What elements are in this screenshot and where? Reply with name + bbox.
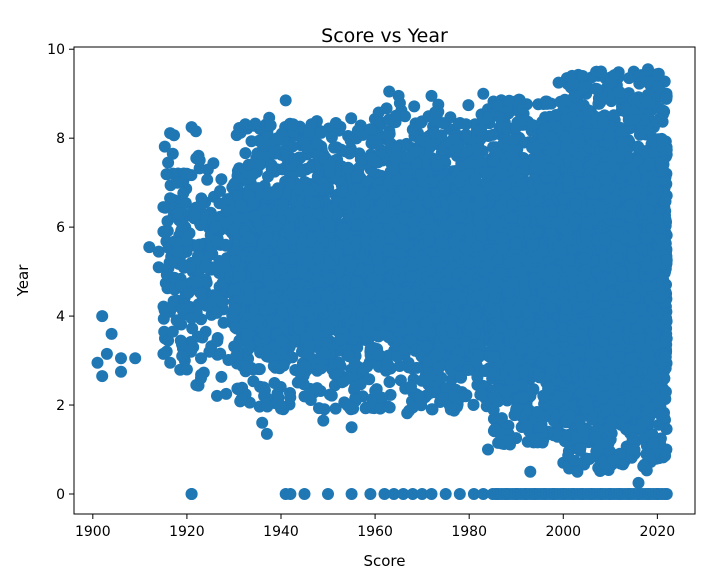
data-point (239, 147, 252, 160)
data-point (217, 316, 230, 329)
points-layer (91, 63, 673, 500)
data-point (448, 235, 461, 248)
data-point (232, 190, 244, 203)
data-point (215, 173, 228, 186)
data-point (214, 185, 227, 197)
data-point (219, 238, 232, 251)
data-point (211, 335, 224, 347)
data-point (194, 219, 207, 232)
data-point (164, 356, 177, 369)
data-point (353, 314, 366, 327)
data-point (229, 321, 242, 334)
data-point (214, 347, 227, 360)
data-point (209, 220, 222, 233)
data-point (383, 376, 396, 388)
